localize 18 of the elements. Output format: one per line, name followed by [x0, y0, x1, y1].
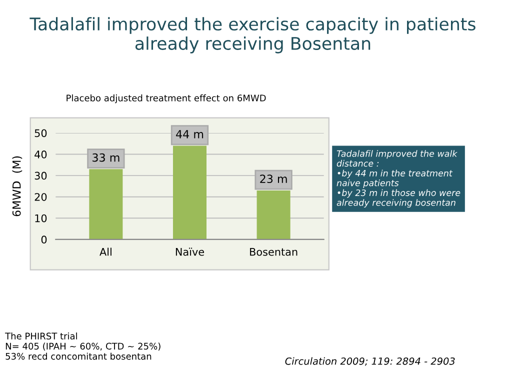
text: Tadalafil improved the walk distance : •by 44 m in the treatment naive patients •by 23 m in those who were already receiving bosentan [336, 150, 460, 208]
chart-subtitle: Placebo adjusted treatment effect on 6MWD [66, 94, 266, 104]
y-axis-title: 6MWD (M) [12, 156, 22, 216]
data-label: 23 m [260, 174, 287, 184]
x-tick-label: Naïve [176, 248, 204, 256]
y-tick-label: 30 [34, 172, 47, 180]
x-tick-label: All [100, 248, 112, 256]
text: The PHIRST trial N= 405 (IPAH ~ 60%, CTD ~ 25%) 53% recd concomitant bosentan [5, 332, 160, 360]
data-label: 44 m [176, 130, 204, 138]
y-tick-label: 40 [34, 150, 47, 158]
y-tick-label: 50 [34, 129, 47, 138]
text: Circulation 2009; 119: 2894 - 2903 [285, 357, 455, 366]
data-label: 33 m [92, 153, 120, 162]
x-tick-label: Bosentan [250, 248, 298, 256]
y-tick-label: 0 [41, 236, 47, 244]
y-tick-label: 10 [35, 214, 47, 222]
y-tick-label: 20 [34, 193, 47, 201]
chart-title: Tadalafil improved the exercise capacity in patients already receiving Bosentan [30, 17, 476, 54]
